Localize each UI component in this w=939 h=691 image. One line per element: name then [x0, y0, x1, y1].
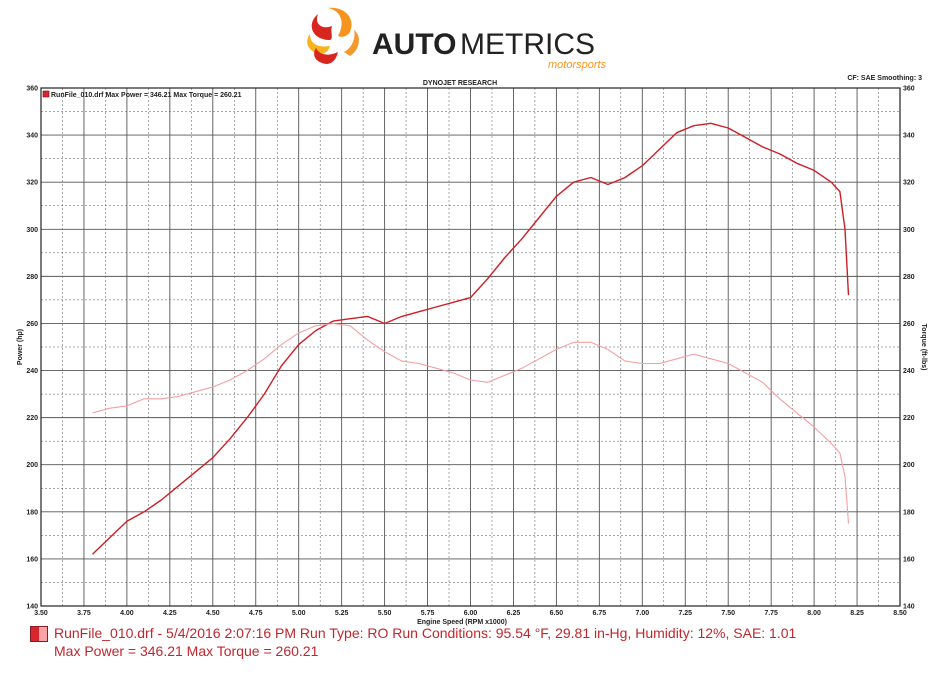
x-tick-label: 8.00: [807, 610, 821, 617]
y2-tick-label: 180: [903, 509, 915, 516]
logo-tagline: motorsports: [548, 59, 607, 71]
grid: [40, 87, 901, 607]
chart-title: DYNOJET RESEARCH: [423, 80, 497, 87]
x-tick-label: 6.75: [593, 610, 607, 617]
x-tick-label: 6.00: [464, 610, 478, 617]
x-tick-label: 7.50: [721, 610, 735, 617]
x-tick-label: 7.25: [678, 610, 692, 617]
y2-axis-label: Torque (ft-lbs): [920, 324, 927, 371]
x-axis-label: Engine Speed (RPM x1000): [417, 619, 507, 626]
max-values-line: Max Power = 346.21 Max Torque = 260.21: [54, 643, 319, 659]
x-tick-label: 7.00: [635, 610, 649, 617]
legend-swatch: [42, 90, 50, 98]
y2-tick-label: 360: [903, 86, 915, 93]
series-line-power: [92, 122, 850, 555]
tick-labels: 3.50 3.75 4.00 4.25 4.50 4.75 5.00 5.25 5.50 5.75…: [26, 86, 914, 618]
y-tick-label: 260: [26, 321, 38, 328]
y-tick-label: 160: [26, 556, 38, 563]
logo-brand-bold: AUTO: [372, 28, 456, 61]
y2-tick-label: 160: [903, 556, 915, 563]
y2-tick-label: 340: [903, 133, 915, 140]
y2-tick-label: 240: [903, 368, 915, 375]
y2-tick-label: 200: [903, 462, 915, 469]
logo-brand-light: METRICS: [460, 28, 595, 61]
footer-swatch-icon: [30, 626, 48, 642]
y2-tick-label: 220: [903, 415, 915, 422]
x-tick-label: 5.75: [421, 610, 435, 617]
run-info-line: RunFile_010.drf - 5/4/2016 2:07:16 PM Ru…: [54, 625, 797, 641]
y-tick-label: 140: [26, 604, 38, 611]
y-tick-label: 320: [26, 180, 38, 187]
x-tick-label: 4.00: [120, 610, 134, 617]
y2-tick-label: 140: [903, 604, 915, 611]
y2-tick-label: 260: [903, 321, 915, 328]
y2-tick-label: 320: [903, 180, 915, 187]
y-tick-label: 240: [26, 368, 38, 375]
x-tick-label: 4.25: [163, 610, 177, 617]
y-tick-label: 280: [26, 274, 38, 281]
x-tick-label: 5.50: [378, 610, 392, 617]
series-line-torque: [92, 322, 850, 524]
x-tick-label: 4.50: [206, 610, 220, 617]
x-tick-label: 8.50: [893, 610, 907, 617]
y-tick-label: 180: [26, 509, 38, 516]
cf-smoothing-info: CF: SAE Smoothing: 3: [847, 75, 922, 82]
x-tick-label: 5.25: [335, 610, 349, 617]
x-tick-label: 3.75: [77, 610, 91, 617]
series-layer: [92, 122, 850, 555]
y-axis-label: Power (hp): [17, 329, 24, 365]
y-tick-label: 300: [26, 227, 38, 234]
y-tick-label: 360: [26, 86, 38, 93]
x-tick-label: 7.75: [764, 610, 778, 617]
flame-logo-icon: [307, 7, 359, 64]
legend-text: RunFile_010.drf Max Power = 346.21 Max T…: [51, 92, 242, 99]
x-tick-label: 6.25: [507, 610, 521, 617]
y-tick-label: 340: [26, 133, 38, 140]
x-tick-label: 6.50: [550, 610, 564, 617]
y2-tick-label: 300: [903, 227, 915, 234]
y-tick-label: 220: [26, 415, 38, 422]
y2-tick-label: 280: [903, 274, 915, 281]
x-tick-label: 5.00: [292, 610, 306, 617]
x-tick-label: 8.25: [850, 610, 864, 617]
plot-frame: [40, 87, 901, 607]
y-tick-label: 200: [26, 462, 38, 469]
automatrics-logo: AUTO METRICS motorsports: [307, 7, 607, 71]
x-tick-label: 3.50: [34, 610, 48, 617]
x-tick-label: 4.75: [249, 610, 263, 617]
